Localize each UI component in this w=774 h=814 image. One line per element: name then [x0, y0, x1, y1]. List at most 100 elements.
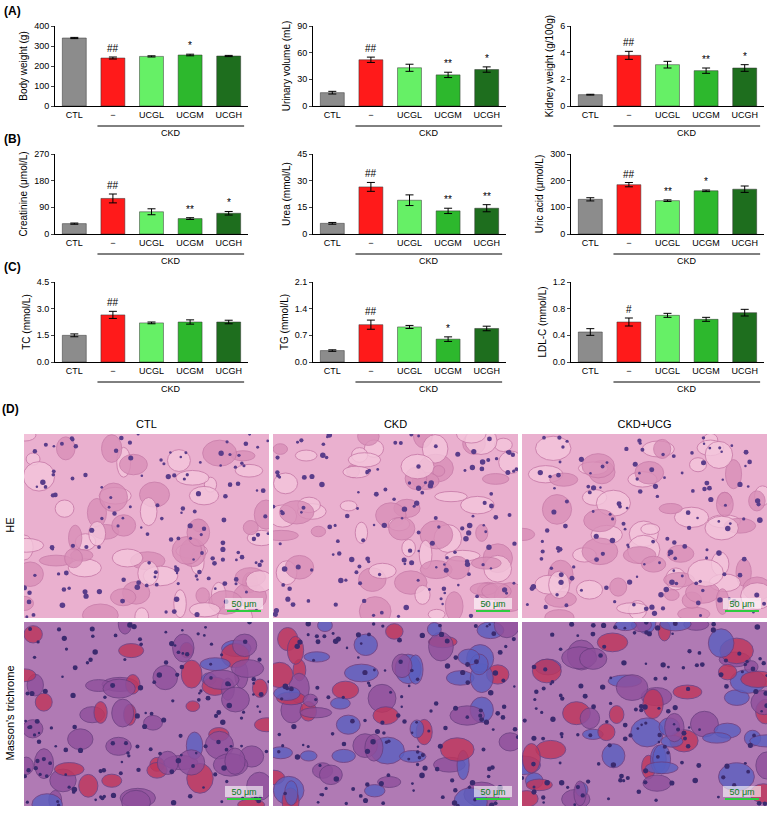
svg-text:UCGH: UCGH [731, 110, 758, 120]
svg-text:UCGH: UCGH [731, 238, 758, 248]
svg-text:60: 60 [297, 48, 307, 58]
svg-text:0.0: 0.0 [295, 357, 308, 367]
svg-text:200: 200 [34, 61, 49, 71]
svg-text:0.4: 0.4 [553, 330, 566, 340]
svg-text:100: 100 [34, 81, 49, 91]
svg-text:0: 0 [560, 229, 565, 239]
svg-text:*: * [485, 53, 489, 64]
svg-text:4: 4 [560, 48, 565, 58]
svg-text:UCGM: UCGM [434, 110, 462, 120]
svg-text:UCGH: UCGH [473, 238, 500, 248]
svg-text:2.1: 2.1 [295, 277, 308, 287]
svg-text:0.0: 0.0 [553, 357, 566, 367]
svg-text:CTL: CTL [66, 366, 83, 376]
svg-text:##: ## [623, 169, 635, 180]
svg-text:LDL-C (mmol/L): LDL-C (mmol/L) [537, 286, 548, 357]
svg-text:Uric acid (μmol/L): Uric acid (μmol/L) [534, 155, 545, 234]
svg-text:50 μm: 50 μm [231, 787, 256, 797]
svg-text:0.7: 0.7 [295, 330, 308, 340]
svg-text:0.0: 0.0 [37, 357, 50, 367]
svg-text:6: 6 [560, 21, 565, 31]
svg-text:2: 2 [560, 74, 565, 84]
svg-text:400: 400 [34, 21, 49, 31]
svg-text:Urinary volume (mL): Urinary volume (mL) [281, 21, 292, 112]
svg-text:UCGH: UCGH [215, 366, 242, 376]
svg-text:−: − [626, 110, 631, 120]
svg-text:*: * [188, 40, 192, 51]
svg-text:CKD: CKD [419, 384, 439, 394]
svg-text:1.2: 1.2 [553, 277, 566, 287]
svg-text:**: ** [483, 191, 491, 202]
svg-text:CKD: CKD [419, 128, 439, 138]
svg-text:CTL: CTL [582, 366, 599, 376]
svg-text:UCGH: UCGH [215, 238, 242, 248]
svg-text:100: 100 [550, 202, 565, 212]
svg-text:##: ## [365, 168, 377, 179]
svg-text:CTL: CTL [324, 110, 341, 120]
svg-text:50 μm: 50 μm [480, 599, 505, 609]
svg-text:UCGH: UCGH [731, 366, 758, 376]
svg-text:CTL: CTL [324, 238, 341, 248]
svg-text:UCGH: UCGH [473, 366, 500, 376]
svg-text:CKD: CKD [419, 256, 439, 266]
svg-text:UCGL: UCGL [397, 366, 422, 376]
svg-text:UCGL: UCGL [139, 238, 164, 248]
svg-text:−: − [368, 110, 373, 120]
svg-text:(B): (B) [4, 132, 21, 146]
svg-text:##: ## [365, 43, 377, 54]
svg-text:0: 0 [302, 101, 307, 111]
svg-text:*: * [743, 51, 747, 62]
svg-text:CKD: CKD [677, 384, 697, 394]
svg-text:0.8: 0.8 [553, 304, 566, 314]
svg-text:0: 0 [44, 101, 49, 111]
svg-text:3.0: 3.0 [37, 304, 50, 314]
svg-text:(A): (A) [4, 4, 21, 18]
svg-text:CTL: CTL [582, 110, 599, 120]
svg-text:15: 15 [297, 202, 307, 212]
svg-text:270: 270 [34, 149, 49, 159]
svg-text:180: 180 [34, 176, 49, 186]
svg-text:TC (mmol/L): TC (mmol/L) [21, 294, 32, 350]
svg-text:UCGM: UCGM [176, 366, 204, 376]
svg-text:*: * [704, 176, 708, 187]
svg-text:CTL: CTL [66, 238, 83, 248]
svg-text:#: # [626, 304, 632, 315]
svg-text:UCGL: UCGL [655, 110, 680, 120]
svg-text:**: ** [186, 204, 194, 215]
svg-text:##: ## [623, 37, 635, 48]
svg-text:**: ** [444, 194, 452, 205]
svg-text:50 μm: 50 μm [231, 599, 256, 609]
svg-text:45: 45 [297, 149, 307, 159]
svg-text:UCGL: UCGL [397, 238, 422, 248]
svg-text:50 μm: 50 μm [729, 599, 754, 609]
svg-text:##: ## [107, 297, 119, 308]
svg-text:*: * [227, 197, 231, 208]
svg-text:UCGM: UCGM [434, 238, 462, 248]
svg-text:UCGL: UCGL [655, 366, 680, 376]
svg-text:Kidney weight (g/100g): Kidney weight (g/100g) [544, 15, 555, 117]
svg-text:90: 90 [297, 21, 307, 31]
svg-text:−: − [626, 366, 631, 376]
svg-text:50 μm: 50 μm [729, 787, 754, 797]
svg-text:UCGL: UCGL [139, 110, 164, 120]
svg-text:**: ** [702, 54, 710, 65]
svg-text:##: ## [365, 306, 377, 317]
svg-text:CKD: CKD [161, 256, 181, 266]
svg-text:UCGM: UCGM [176, 110, 204, 120]
svg-text:##: ## [107, 43, 119, 54]
svg-text:*: * [446, 323, 450, 334]
svg-text:UCGL: UCGL [655, 238, 680, 248]
svg-text:##: ## [107, 180, 119, 191]
svg-text:30: 30 [297, 74, 307, 84]
svg-text:1.5: 1.5 [37, 330, 50, 340]
svg-text:UCGL: UCGL [139, 366, 164, 376]
svg-text:Urea (mmol/L): Urea (mmol/L) [281, 162, 292, 226]
svg-text:90: 90 [39, 202, 49, 212]
svg-text:50 μm: 50 μm [480, 787, 505, 797]
svg-text:UCGM: UCGM [692, 238, 720, 248]
svg-text:CKD: CKD [677, 256, 697, 266]
svg-text:300: 300 [34, 41, 49, 51]
svg-text:CTL: CTL [324, 366, 341, 376]
svg-text:0: 0 [44, 229, 49, 239]
svg-text:CKD: CKD [161, 128, 181, 138]
